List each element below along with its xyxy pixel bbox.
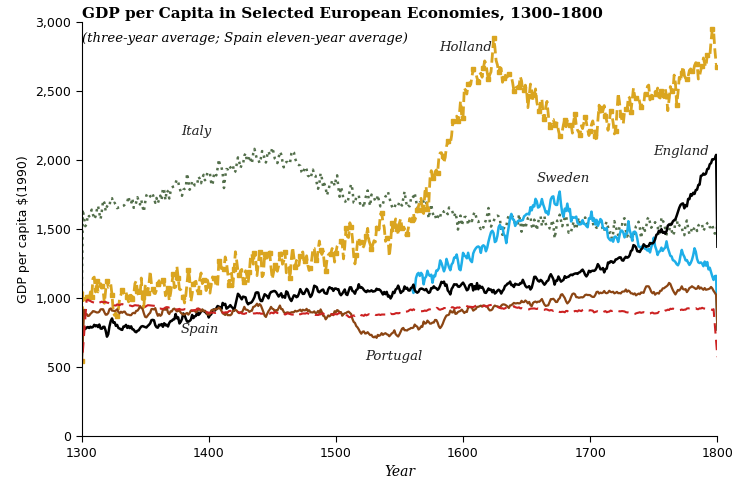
Text: Spain: Spain — [181, 323, 219, 336]
Text: Portugal: Portugal — [365, 350, 422, 363]
Text: Sweden: Sweden — [537, 172, 590, 185]
Text: England: England — [652, 145, 709, 158]
Text: Italy: Italy — [181, 125, 211, 138]
Text: (three-year average; Spain eleven-year average): (three-year average; Spain eleven-year a… — [82, 32, 407, 45]
Text: Holland: Holland — [439, 41, 492, 54]
Y-axis label: GDP per capita $(1990): GDP per capita $(1990) — [16, 155, 30, 303]
Text: GDP per Capita in Selected European Economies, 1300–1800: GDP per Capita in Selected European Econ… — [82, 7, 602, 21]
X-axis label: Year: Year — [384, 465, 415, 479]
